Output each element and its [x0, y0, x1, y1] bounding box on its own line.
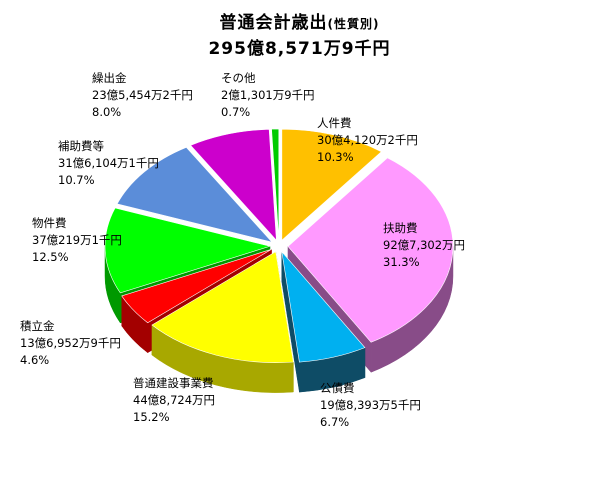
slice-label-amount: 19億8,393万5千円: [320, 398, 421, 412]
slice-label-amount: 30億4,120万2千円: [317, 133, 418, 147]
slice-label-amount: 37億219万1千円: [32, 233, 122, 247]
slice-label-percent: 6.7%: [320, 415, 350, 429]
slice-label-amount: 2億1,301万9千円: [221, 88, 315, 102]
slice-label-name: 公債費: [320, 381, 355, 395]
slice-label-percent: 31.3%: [383, 255, 420, 269]
slice-label-amount: 44億8,724万円: [133, 393, 216, 407]
slice-label-name: 普通建設事業費: [133, 376, 214, 390]
slice-label-percent: 10.7%: [58, 173, 95, 187]
pie-slice-fujohi: [287, 157, 454, 343]
slice-label-percent: 0.7%: [221, 105, 251, 119]
slice-label-percent: 8.0%: [92, 105, 122, 119]
slice-label-name: 繰出金: [92, 71, 127, 85]
chart-title: 普通会計歳出(性質別): [0, 8, 599, 33]
slice-label-bukkenhi: 物件費 37億219万1千円 12.5%: [32, 215, 122, 266]
slice-label-jinkenhi: 人件費 30億4,120万2千円 10.3%: [317, 115, 418, 166]
slice-label-hojohi: 補助費等 31億6,104万1千円 10.7%: [58, 138, 159, 189]
slice-label-percent: 10.3%: [317, 150, 354, 164]
slice-label-amount: 92億7,302万円: [383, 238, 466, 252]
pie-slice-futsu-kensetsu: [151, 251, 294, 363]
slice-label-name: 扶助費: [383, 221, 418, 235]
chart-title-main: 普通会計歳出: [219, 13, 328, 33]
slice-label-amount: 23億5,454万2千円: [92, 88, 193, 102]
chart-title-sub: (性質別): [327, 17, 380, 31]
chart-total: 295億8,571万9千円: [208, 39, 391, 59]
slice-label-percent: 12.5%: [32, 250, 69, 264]
pie-slice-tsumitatekin: [121, 249, 272, 324]
slice-label-tsumitatekin: 積立金 13億6,952万9千円 4.6%: [20, 318, 121, 369]
slice-label-sonota: その他 2億1,301万9千円 0.7%: [221, 70, 315, 121]
slice-label-percent: 15.2%: [133, 410, 170, 424]
slice-label-name: 積立金: [20, 319, 55, 333]
slice-label-futsu-kensetsu: 普通建設事業費 44億8,724万円 15.2%: [133, 375, 215, 426]
slice-label-name: 物件費: [32, 216, 67, 230]
pie-tops: [104, 128, 454, 363]
slice-label-kuridashikin: 繰出金 23億5,454万2千円 8.0%: [92, 70, 193, 121]
pie-slice-kosaihi: [281, 250, 366, 363]
slice-label-name: その他: [221, 71, 256, 85]
slice-label-amount: 31億6,104万1千円: [58, 156, 159, 170]
slice-label-kosaihi: 公債費 19億8,393万5千円 6.7%: [320, 380, 421, 431]
pie-slice-hojohi: [116, 146, 273, 243]
pie-slice-kuridashikin: [190, 129, 277, 242]
slice-label-name: 補助費等: [58, 139, 104, 153]
slice-label-amount: 13億6,952万9千円: [20, 336, 121, 350]
slice-label-name: 人件費: [317, 116, 352, 130]
pie-slice-sonota: [271, 128, 280, 240]
slice-label-fujohi: 扶助費 92億7,302万円 31.3%: [383, 220, 465, 271]
pie-slice-bukkenhi: [104, 207, 272, 294]
pie-slice-jinkenhi: [281, 128, 382, 241]
slice-label-percent: 4.6%: [20, 353, 50, 367]
